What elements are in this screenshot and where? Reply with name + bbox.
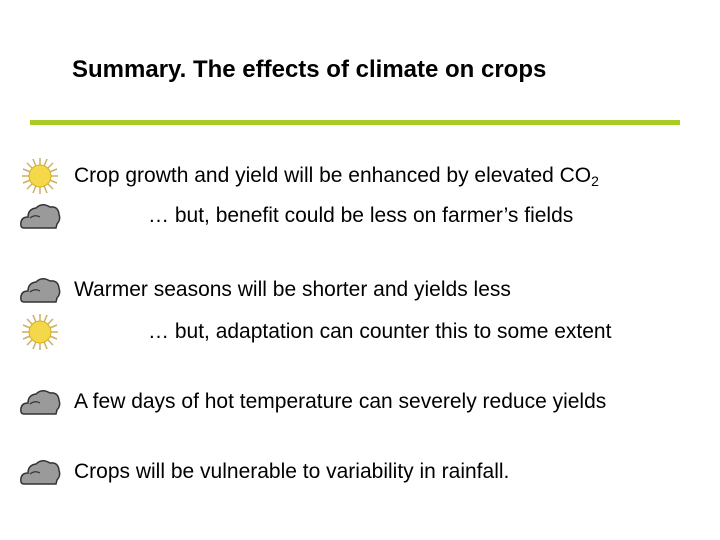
slide-title: Summary. The effects of climate on crops <box>72 56 547 83</box>
bullet-item: Crops will be vulnerable to variability … <box>18 452 708 492</box>
bullet-item: Crop growth and yield will be enhanced b… <box>18 156 708 196</box>
sun-icon <box>18 156 62 196</box>
title-divider <box>30 120 680 125</box>
bullet-item: … but, adaptation can counter this to so… <box>18 312 708 352</box>
bullet-text: Crops will be vulnerable to variability … <box>74 460 510 483</box>
cloud-icon <box>18 196 62 236</box>
bullet-text: … but, benefit could be less on farmer’s… <box>148 204 574 227</box>
sun-icon <box>18 312 62 352</box>
cloud-icon <box>18 452 62 492</box>
bullet-text: … but, adaptation can counter this to so… <box>148 320 612 343</box>
cloud-icon <box>18 270 62 310</box>
bullet-item: … but, benefit could be less on farmer’s… <box>18 196 708 236</box>
bullet-item: Warmer seasons will be shorter and yield… <box>18 270 708 310</box>
bullet-item: A few days of hot temperature can severe… <box>18 382 708 422</box>
bullet-text: Crop growth and yield will be enhanced b… <box>74 163 599 189</box>
bullet-text: Warmer seasons will be shorter and yield… <box>74 278 511 301</box>
bullet-text: A few days of hot temperature can severe… <box>74 390 607 413</box>
cloud-icon <box>18 382 62 422</box>
